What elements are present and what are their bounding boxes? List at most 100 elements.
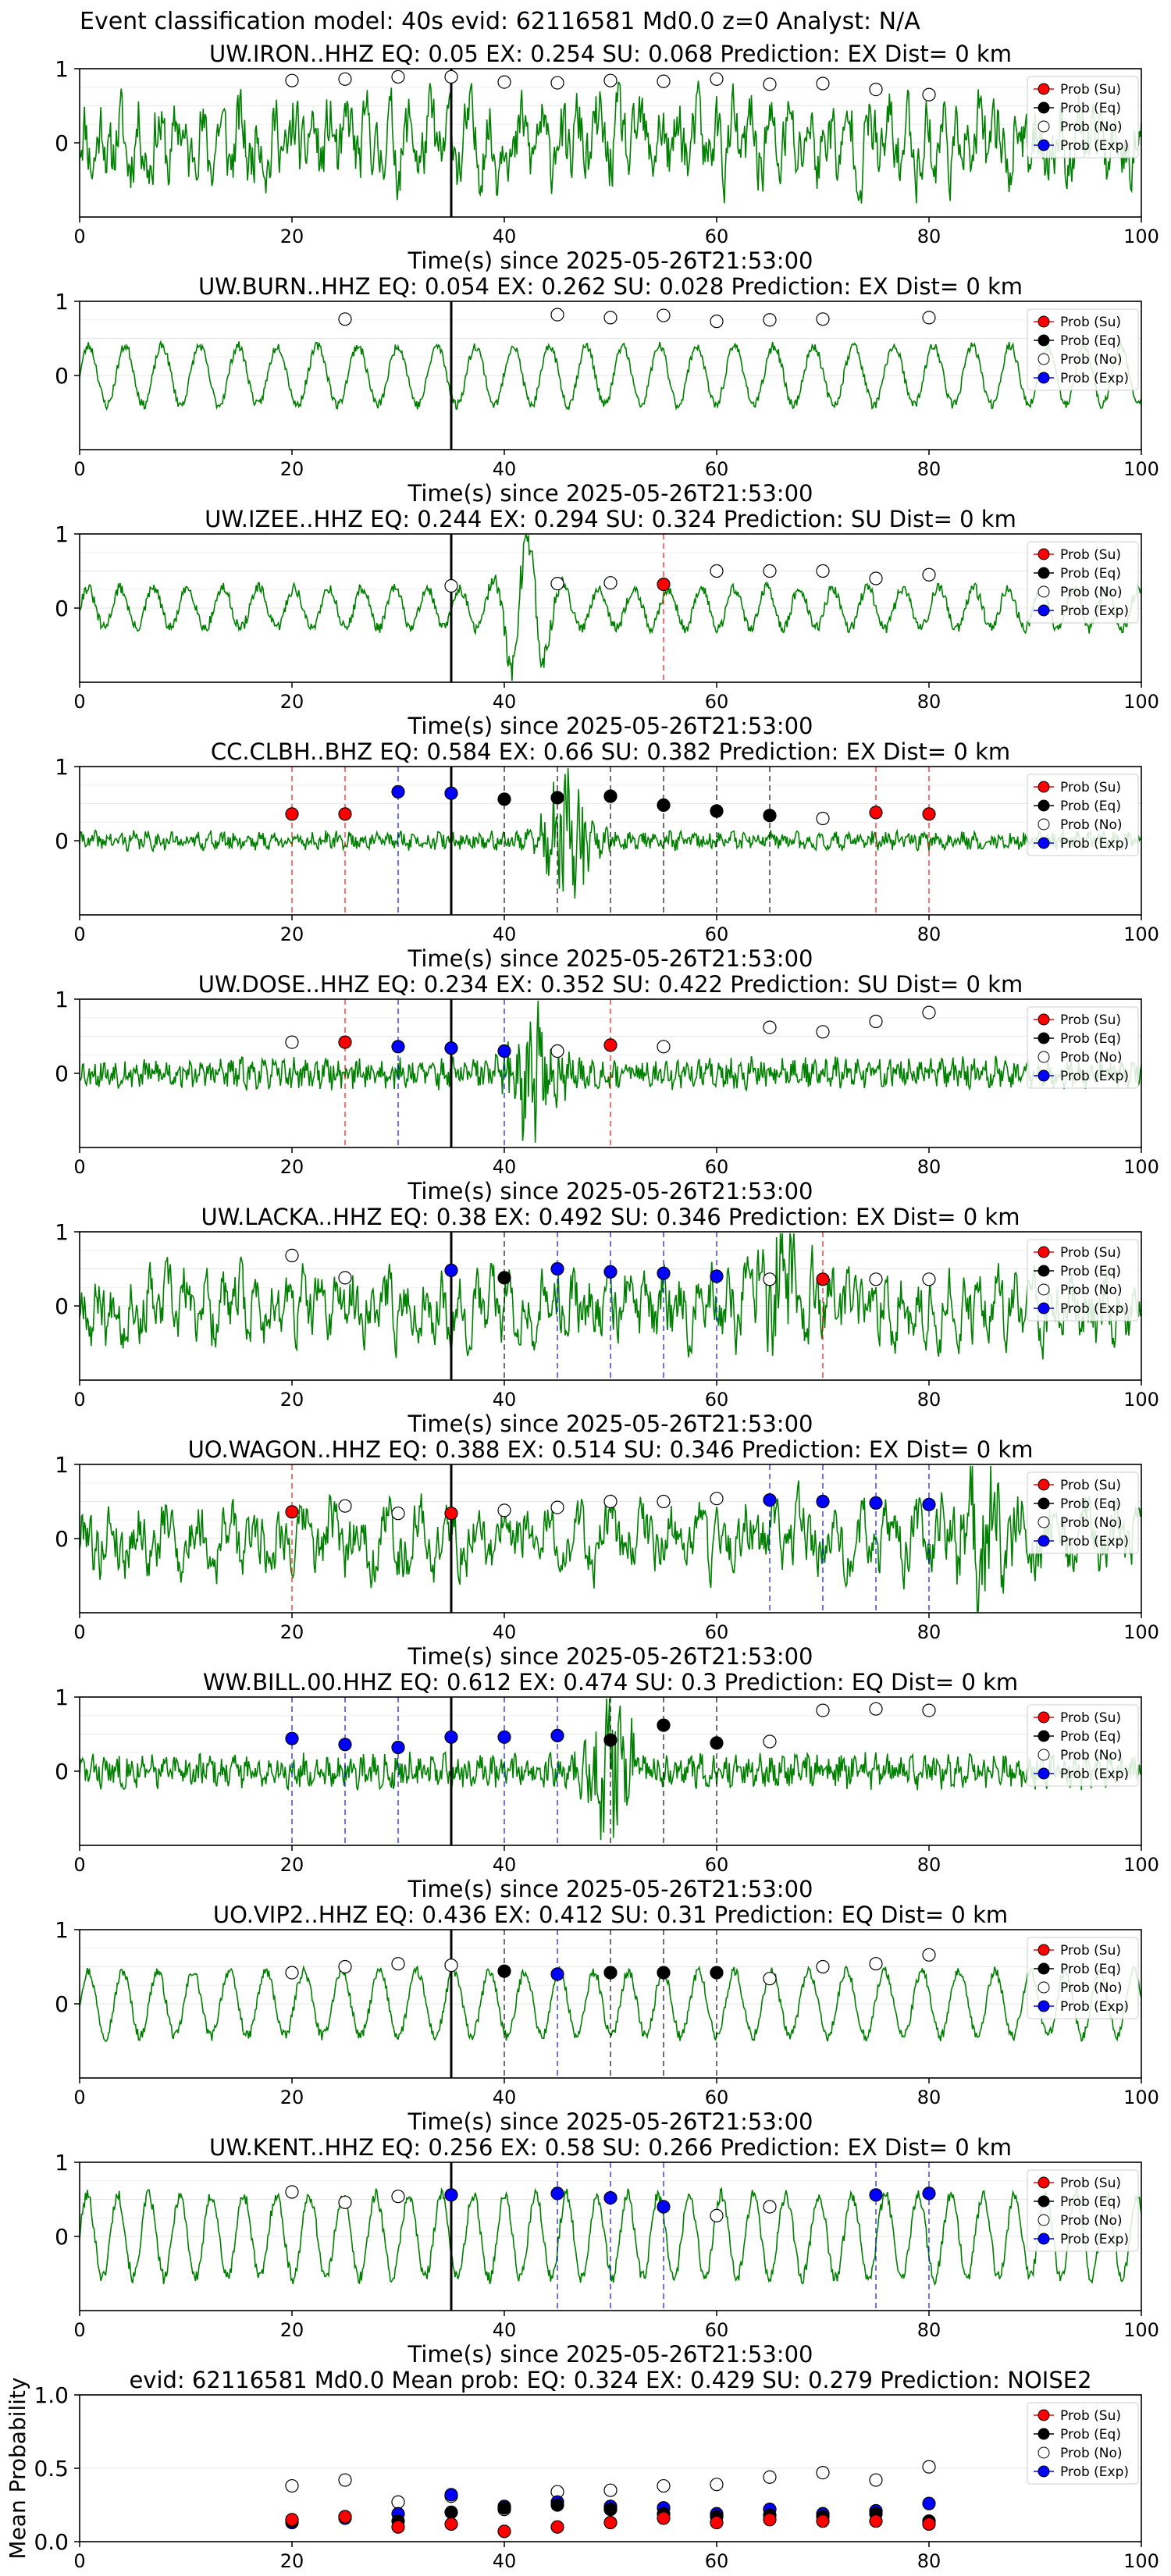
legend-label-no: Prob (No) bbox=[1060, 1050, 1123, 1066]
y-tick-label: 0 bbox=[55, 1293, 69, 1319]
legend-marker-no bbox=[1038, 1516, 1050, 1528]
prob-marker-su bbox=[338, 807, 352, 821]
panel-title: CC.CLBH..BHZ EQ: 0.584 EX: 0.66 SU: 0.38… bbox=[211, 738, 1010, 765]
y-tick-label: 1 bbox=[55, 289, 69, 315]
prob-marker-exp bbox=[816, 1494, 830, 1509]
legend-marker-eq bbox=[1038, 334, 1050, 347]
prob-marker-no bbox=[285, 1035, 299, 1049]
x-tick-label: 40 bbox=[493, 2550, 517, 2572]
legend-box bbox=[1027, 2402, 1139, 2485]
panel-title: UW.LACKA..HHZ EQ: 0.38 EX: 0.492 SU: 0.3… bbox=[201, 1204, 1020, 1230]
mean-marker-su bbox=[922, 2517, 936, 2532]
mean-marker-exp bbox=[444, 2488, 458, 2502]
y-tick-label: 1 bbox=[55, 1685, 69, 1710]
prob-marker-eq bbox=[497, 1964, 511, 1978]
legend-marker-exp bbox=[1038, 837, 1050, 849]
x-tick-label: 20 bbox=[280, 1389, 304, 1411]
x-tick-label: 80 bbox=[917, 226, 941, 247]
x-tick-label: 0 bbox=[73, 1621, 85, 1643]
legend-label-eq: Prob (Eq) bbox=[1060, 1264, 1121, 1279]
prob-marker-no bbox=[550, 577, 564, 591]
prob-marker-exp bbox=[603, 2191, 618, 2205]
x-tick-label: 60 bbox=[705, 1621, 729, 1643]
legend-marker-exp bbox=[1038, 139, 1050, 151]
x-tick-label: 60 bbox=[705, 923, 729, 945]
panel-title: UW.DOSE..HHZ EQ: 0.234 EX: 0.352 SU: 0.4… bbox=[198, 971, 1023, 998]
mean-marker-no bbox=[338, 2473, 352, 2487]
prob-marker-no bbox=[338, 312, 352, 326]
mean-marker-su bbox=[285, 2513, 299, 2527]
y-tick-label: 0 bbox=[55, 1526, 69, 1552]
prob-marker-no bbox=[869, 82, 883, 97]
legend-label-no: Prob (No) bbox=[1060, 585, 1123, 600]
prob-marker-no bbox=[710, 315, 724, 329]
legend-marker-no bbox=[1038, 2446, 1050, 2459]
y-tick-label: 0.0 bbox=[34, 2529, 69, 2555]
x-tick-label: 60 bbox=[705, 1854, 729, 1876]
prob-marker-exp bbox=[550, 1261, 564, 1276]
prob-marker-no bbox=[869, 1702, 883, 1716]
x-tick-label: 20 bbox=[280, 2319, 304, 2341]
panel-1: UW.IRON..HHZ EQ: 0.05 EX: 0.254 SU: 0.06… bbox=[55, 41, 1159, 274]
prob-marker-eq bbox=[497, 1271, 511, 1285]
legend-marker-eq bbox=[1038, 2195, 1050, 2208]
y-tick-label: 1 bbox=[55, 987, 69, 1012]
axes-frame bbox=[79, 533, 1142, 683]
y-tick-label: 1 bbox=[55, 521, 69, 547]
y-tick-label: 0 bbox=[55, 130, 69, 156]
legend-marker-exp bbox=[1038, 1302, 1050, 1315]
prob-marker-exp bbox=[338, 1738, 352, 1752]
mean-marker-eq bbox=[550, 2498, 564, 2512]
prob-marker-exp bbox=[550, 1728, 564, 1742]
waveform-trace bbox=[79, 1698, 1142, 1841]
axes-frame bbox=[79, 766, 1142, 916]
legend-marker-no bbox=[1038, 2214, 1050, 2226]
legend-label-exp: Prob (Exp) bbox=[1060, 1301, 1129, 1317]
prob-marker-no bbox=[710, 72, 724, 86]
legend-label-exp: Prob (Exp) bbox=[1060, 1069, 1129, 1084]
legend-label-no: Prob (No) bbox=[1060, 2213, 1123, 2229]
legend-marker-eq bbox=[1038, 1497, 1050, 1510]
y-tick-label: 1 bbox=[55, 1219, 69, 1245]
legend-box bbox=[1027, 774, 1139, 856]
y-tick-label: 0 bbox=[55, 1991, 69, 2017]
legend-label-su: Prob (Su) bbox=[1060, 2408, 1121, 2424]
prob-marker-no bbox=[497, 1503, 511, 1517]
panel-title: evid: 62116581 Md0.0 Mean prob: EQ: 0.32… bbox=[129, 2367, 1091, 2393]
prob-marker-no bbox=[763, 1272, 777, 1286]
x-tick-label: 0 bbox=[73, 226, 85, 247]
y-tick-label: 1.0 bbox=[34, 2382, 69, 2408]
legend-marker-eq bbox=[1038, 1730, 1050, 1742]
prob-marker-no bbox=[922, 568, 936, 582]
legend-label-eq: Prob (Eq) bbox=[1060, 566, 1121, 582]
legend-marker-exp bbox=[1038, 1535, 1050, 1547]
prob-marker-exp bbox=[763, 1493, 777, 1507]
prob-marker-no bbox=[922, 87, 936, 101]
prob-marker-su bbox=[869, 806, 883, 820]
legend-label-no: Prob (No) bbox=[1060, 1980, 1123, 1996]
x-tick-label: 100 bbox=[1123, 1854, 1159, 1876]
prob-marker-su bbox=[657, 577, 671, 592]
mean-marker-su bbox=[603, 2515, 618, 2530]
prob-marker-eq bbox=[710, 1736, 724, 1750]
legend-label-su: Prob (Su) bbox=[1060, 1478, 1121, 1493]
legend-marker-su bbox=[1038, 1478, 1050, 1491]
mean-marker-su bbox=[763, 2513, 777, 2527]
prob-marker-no bbox=[816, 1025, 830, 1039]
y-tick-label: 0 bbox=[55, 596, 69, 621]
prob-marker-no bbox=[922, 1005, 936, 1019]
figure-title: Event classification model: 40s evid: 62… bbox=[80, 8, 920, 35]
mean-marker-no bbox=[922, 2460, 936, 2474]
x-tick-label: 40 bbox=[493, 2319, 517, 2341]
legend-label-exp: Prob (Exp) bbox=[1060, 603, 1129, 619]
x-tick-label: 20 bbox=[280, 2087, 304, 2108]
legend-marker-exp bbox=[1038, 1069, 1050, 1082]
legend-label-eq: Prob (Eq) bbox=[1060, 2194, 1121, 2210]
legend-label-su: Prob (Su) bbox=[1060, 1245, 1121, 1261]
prob-marker-no bbox=[657, 74, 671, 88]
x-tick-label: 100 bbox=[1123, 2550, 1159, 2572]
prob-marker-eq bbox=[603, 789, 618, 803]
legend-marker-su bbox=[1038, 2176, 1050, 2189]
legend-marker-su bbox=[1038, 1711, 1050, 1724]
